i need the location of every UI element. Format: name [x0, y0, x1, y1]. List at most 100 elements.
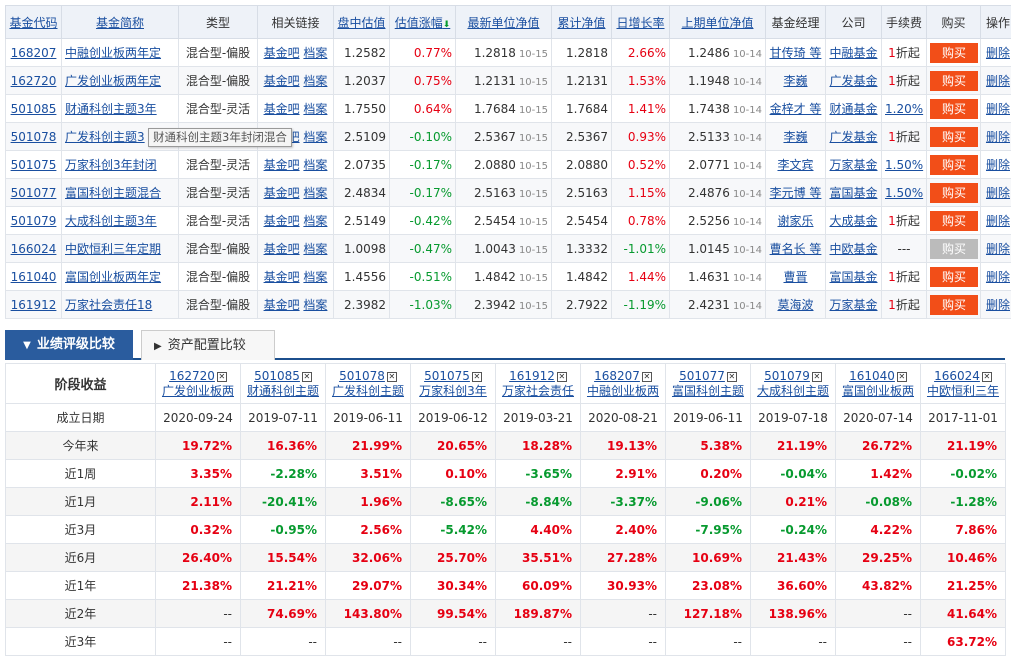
buy-button[interactable]: 购买: [930, 126, 978, 147]
manager-link[interactable]: 李文宾: [777, 158, 814, 172]
buy-button[interactable]: 购买: [930, 42, 978, 63]
remove-fund-icon[interactable]: ✕: [301, 371, 312, 382]
company-link[interactable]: 富国基金: [829, 186, 878, 200]
archive-link[interactable]: 档案: [303, 298, 328, 312]
buy-button[interactable]: 购买: [930, 154, 978, 175]
compare-fund-name[interactable]: 富国科创主题: [671, 383, 744, 398]
buy-button[interactable]: 购买: [930, 294, 978, 315]
manager-link[interactable]: 甘传琦 等: [769, 46, 822, 60]
company-link[interactable]: 富国基金: [829, 270, 878, 284]
remove-fund-icon[interactable]: ✕: [471, 371, 482, 382]
compare-fund-name[interactable]: 大成科创主题: [756, 383, 829, 398]
fund-code-link[interactable]: 501085: [10, 101, 57, 116]
manager-link[interactable]: 曹名长 等: [769, 242, 822, 256]
fund-code-link[interactable]: 501078: [10, 129, 57, 144]
buy-button[interactable]: 购买: [930, 210, 978, 231]
remove-fund-icon[interactable]: ✕: [896, 371, 907, 382]
compare-fund-name[interactable]: 万家科创3年: [419, 383, 487, 398]
fund-name-link[interactable]: 中融创业板两年定: [65, 46, 162, 60]
delete-link[interactable]: 删除: [985, 158, 1010, 172]
remove-fund-icon[interactable]: ✕: [641, 371, 652, 382]
buy-button[interactable]: 购买: [930, 182, 978, 203]
fund-code-link[interactable]: 162720: [10, 73, 57, 88]
compare-fund-name[interactable]: 万家社会责任: [501, 383, 574, 398]
fund-name-link[interactable]: 富国创业板两年定: [65, 270, 162, 284]
archive-link[interactable]: 档案: [303, 158, 328, 172]
compare-fund-name[interactable]: 广发创业板两: [161, 383, 234, 398]
compare-fund-code[interactable]: 168207: [594, 368, 640, 383]
company-link[interactable]: 广发基金: [829, 74, 878, 88]
delete-link[interactable]: 删除: [985, 46, 1010, 60]
compare-fund-name[interactable]: 广发科创主题: [331, 383, 404, 398]
buy-button[interactable]: 购买: [930, 266, 978, 287]
fund-code-link[interactable]: 161040: [10, 269, 57, 284]
compare-fund-code[interactable]: 166024: [934, 368, 980, 383]
column-header-5[interactable]: 估值涨幅⬇: [389, 5, 456, 39]
buy-button[interactable]: 购买: [930, 70, 978, 91]
delete-link[interactable]: 删除: [985, 270, 1010, 284]
archive-link[interactable]: 档案: [303, 186, 328, 200]
archive-link[interactable]: 档案: [303, 102, 328, 116]
buy-button[interactable]: 购买: [930, 98, 978, 119]
archive-link[interactable]: 档案: [303, 46, 328, 60]
company-link[interactable]: 中欧基金: [829, 242, 878, 256]
forum-link[interactable]: 基金吧: [263, 102, 300, 116]
fund-code-link[interactable]: 501077: [10, 185, 57, 200]
column-header-0[interactable]: 基金代码: [5, 5, 62, 39]
fund-name-link[interactable]: 万家社会责任18: [65, 298, 153, 312]
manager-link[interactable]: 李巍: [783, 74, 808, 88]
delete-link[interactable]: 删除: [985, 214, 1010, 228]
forum-link[interactable]: 基金吧: [263, 158, 300, 172]
forum-link[interactable]: 基金吧: [263, 46, 300, 60]
column-header-8[interactable]: 日增长率: [611, 5, 670, 39]
compare-fund-code[interactable]: 161040: [849, 368, 895, 383]
remove-fund-icon[interactable]: ✕: [981, 371, 992, 382]
compare-fund-name[interactable]: 富国创业板两: [841, 383, 914, 398]
company-link[interactable]: 广发基金: [829, 130, 878, 144]
archive-link[interactable]: 档案: [303, 242, 328, 256]
fee-value[interactable]: 1.50%: [885, 157, 924, 172]
manager-link[interactable]: 李元博 等: [769, 186, 822, 200]
company-link[interactable]: 中融基金: [829, 46, 878, 60]
archive-link[interactable]: 档案: [303, 270, 328, 284]
forum-link[interactable]: 基金吧: [263, 186, 300, 200]
fund-name-link[interactable]: 中欧恒利三年定期: [65, 242, 162, 256]
company-link[interactable]: 财通基金: [829, 102, 878, 116]
fund-code-link[interactable]: 166024: [10, 241, 57, 256]
manager-link[interactable]: 金梓才 等: [769, 102, 822, 116]
column-header-1[interactable]: 基金简称: [61, 5, 179, 39]
archive-link[interactable]: 档案: [303, 130, 328, 144]
delete-link[interactable]: 删除: [985, 298, 1010, 312]
column-header-4[interactable]: 盘中估值: [333, 5, 390, 39]
fund-code-link[interactable]: 501075: [10, 157, 57, 172]
compare-fund-code[interactable]: 501075: [424, 368, 470, 383]
manager-link[interactable]: 李巍: [783, 130, 808, 144]
column-header-9[interactable]: 上期单位净值: [669, 5, 766, 39]
forum-link[interactable]: 基金吧: [263, 298, 300, 312]
forum-link[interactable]: 基金吧: [263, 214, 300, 228]
fund-name-link[interactable]: 广发创业板两年定: [65, 74, 162, 88]
archive-link[interactable]: 档案: [303, 214, 328, 228]
delete-link[interactable]: 删除: [985, 130, 1010, 144]
delete-link[interactable]: 删除: [985, 102, 1010, 116]
compare-fund-name[interactable]: 财通科创主题: [246, 383, 319, 398]
delete-link[interactable]: 删除: [985, 242, 1010, 256]
tab-asset-allocation[interactable]: ▶ 资产配置比较: [141, 330, 275, 360]
remove-fund-icon[interactable]: ✕: [811, 371, 822, 382]
fund-name-link[interactable]: 富国科创主题混合: [65, 186, 162, 200]
remove-fund-icon[interactable]: ✕: [216, 371, 227, 382]
manager-link[interactable]: 莫海波: [777, 298, 814, 312]
forum-link[interactable]: 基金吧: [263, 74, 300, 88]
fund-name-link[interactable]: 大成科创主题3年: [65, 214, 157, 228]
fund-code-link[interactable]: 501079: [10, 213, 57, 228]
compare-fund-name[interactable]: 中融创业板两: [586, 383, 659, 398]
delete-link[interactable]: 删除: [985, 74, 1010, 88]
fund-name-link[interactable]: 广发科创主题3: [65, 130, 145, 144]
fee-value[interactable]: 1.50%: [885, 185, 924, 200]
compare-fund-code[interactable]: 501077: [679, 368, 725, 383]
compare-fund-code[interactable]: 501079: [764, 368, 810, 383]
column-header-6[interactable]: 最新单位净值: [455, 5, 552, 39]
compare-fund-name[interactable]: 中欧恒利三年: [926, 383, 999, 398]
fee-value[interactable]: 1.20%: [885, 101, 924, 116]
company-link[interactable]: 万家基金: [829, 158, 878, 172]
